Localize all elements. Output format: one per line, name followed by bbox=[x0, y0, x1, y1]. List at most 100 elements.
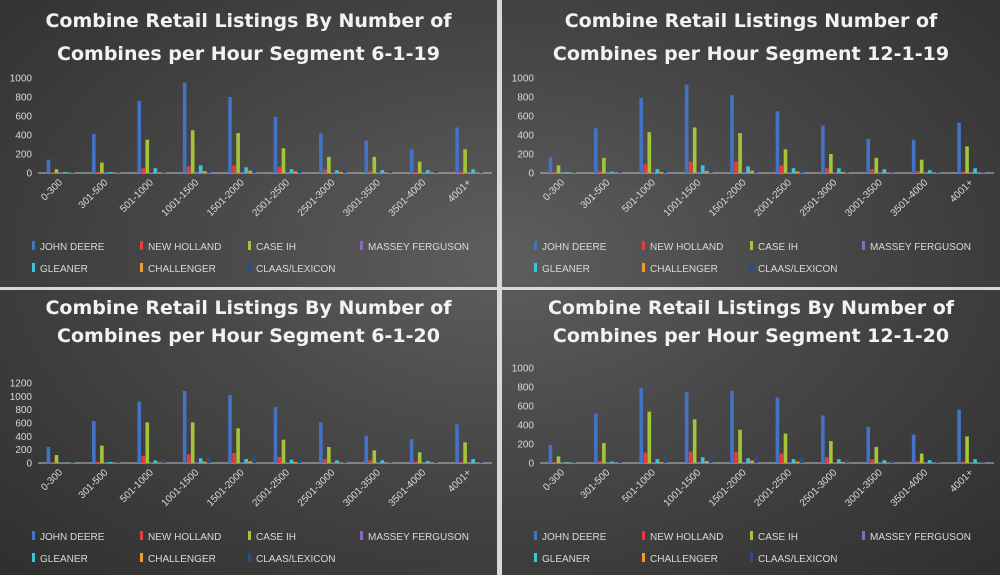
bar-claas-lexicon-3501-4000 bbox=[935, 171, 940, 173]
bar-claas-lexicon-501-1000 bbox=[663, 457, 668, 463]
y-tick-label: 800 bbox=[15, 93, 32, 104]
bar-john-deere-301-500 bbox=[92, 134, 96, 173]
bar-john-deere-1501-2000 bbox=[228, 395, 232, 463]
bar-case-ih-1001-1500 bbox=[190, 130, 195, 173]
bar-claas-lexicon-4001 bbox=[981, 461, 985, 463]
x-tick-label: 2001-2500 bbox=[250, 177, 292, 219]
bar-gleaner-1501-2000 bbox=[244, 459, 248, 463]
x-tick-label: 501-1000 bbox=[620, 467, 658, 505]
bar-new-holland-3001-3500 bbox=[368, 460, 373, 463]
y-tick-label: 600 bbox=[15, 419, 32, 430]
y-tick-label: 200 bbox=[15, 445, 32, 456]
legend-swatch-case-ih bbox=[750, 241, 753, 250]
bar-challenger-1501-2000 bbox=[248, 170, 252, 174]
legend-label-massey-ferguson: MASSEY FERGUSON bbox=[368, 532, 469, 543]
legend-swatch-massey-ferguson bbox=[862, 241, 865, 250]
bar-new-holland-501-1000 bbox=[141, 168, 146, 173]
bar-case-ih-301-500 bbox=[602, 157, 606, 173]
legend-swatch-john-deere bbox=[534, 531, 537, 540]
legend-swatch-challenger bbox=[140, 263, 143, 272]
bar-claas-lexicon-501-1000 bbox=[161, 169, 166, 173]
bar-new-holland-2501-3000 bbox=[323, 459, 327, 463]
bar-john-deere-4001 bbox=[455, 424, 459, 463]
bar-claas-lexicon-4001 bbox=[479, 171, 483, 173]
bar-gleaner-3501-4000 bbox=[425, 170, 430, 173]
bar-case-ih-2001-2500 bbox=[281, 439, 286, 463]
bar-claas-lexicon-3501-4000 bbox=[433, 171, 438, 173]
bar-massey-ferguson-1001-1500 bbox=[194, 462, 199, 463]
legend-swatch-massey-ferguson bbox=[360, 241, 363, 250]
chart-title-line-2: Combines per Hour Segment 6-1-19 bbox=[57, 43, 440, 65]
chart-title-line-2: Combines per Hour Segment 6-1-20 bbox=[57, 325, 440, 347]
bar-john-deere-0-300 bbox=[548, 444, 553, 463]
bar-john-deere-1501-2000 bbox=[228, 97, 232, 173]
bar-case-ih-0-300 bbox=[556, 456, 561, 463]
y-tick-label: 600 bbox=[517, 402, 534, 413]
bar-gleaner-4001 bbox=[471, 169, 475, 173]
bar-gleaner-3001-3500 bbox=[380, 460, 385, 463]
legend-swatch-new-holland bbox=[642, 241, 645, 250]
legend-swatch-new-holland bbox=[140, 241, 143, 250]
bar-new-holland-1001-1500 bbox=[186, 166, 191, 173]
bar-john-deere-2001-2500 bbox=[775, 397, 780, 463]
bar-case-ih-0-300 bbox=[54, 169, 59, 173]
legend-swatch-claas-lexicon bbox=[750, 553, 753, 562]
y-tick-label: 0 bbox=[528, 169, 534, 180]
bar-case-ih-2501-3000 bbox=[829, 441, 833, 463]
legend-swatch-massey-ferguson bbox=[862, 531, 865, 540]
legend-swatch-claas-lexicon bbox=[248, 263, 251, 272]
bar-claas-lexicon-3001-3500 bbox=[890, 171, 895, 173]
bar-claas-lexicon-3001-3500 bbox=[388, 171, 393, 173]
x-tick-label: 501-1000 bbox=[118, 177, 156, 215]
legend-label-massey-ferguson: MASSEY FERGUSON bbox=[870, 242, 971, 253]
y-tick-label: 200 bbox=[15, 150, 32, 161]
x-tick-label: 1001-1500 bbox=[662, 467, 704, 509]
bar-gleaner-2001-2500 bbox=[791, 459, 796, 463]
bar-new-holland-1001-1500 bbox=[688, 161, 693, 173]
x-tick-label: 301-500 bbox=[77, 177, 111, 211]
legend-swatch-claas-lexicon bbox=[750, 263, 753, 272]
bar-challenger-501-1000 bbox=[157, 462, 162, 463]
bar-challenger-2501-3000 bbox=[841, 172, 845, 173]
bar-claas-lexicon-2501-3000 bbox=[845, 459, 849, 463]
bar-new-holland-1501-2000 bbox=[734, 451, 738, 463]
bar-challenger-2501-3000 bbox=[841, 462, 845, 463]
bar-new-holland-4001 bbox=[961, 171, 965, 173]
legend-label-john-deere: JOHN DEERE bbox=[40, 532, 105, 543]
x-tick-label: 1501-2000 bbox=[707, 467, 749, 509]
bar-challenger-2001-2500 bbox=[795, 171, 800, 173]
bar-case-ih-4001 bbox=[463, 442, 467, 463]
y-tick-label: 1000 bbox=[512, 74, 535, 85]
legend-label-claas-lexicon: CLAAS/LEXICON bbox=[758, 554, 837, 565]
bar-claas-lexicon-2501-3000 bbox=[845, 170, 849, 173]
bar-john-deere-301-500 bbox=[594, 128, 598, 173]
x-tick-label: 301-500 bbox=[579, 467, 613, 501]
bar-challenger-2501-3000 bbox=[339, 462, 343, 463]
x-tick-label: 4001+ bbox=[948, 467, 976, 495]
bar-john-deere-2001-2500 bbox=[273, 116, 278, 173]
x-tick-label: 0-300 bbox=[541, 177, 567, 203]
y-tick-label: 1000 bbox=[10, 392, 33, 403]
legend-label-claas-lexicon: CLAAS/LEXICON bbox=[758, 264, 837, 275]
bar-claas-lexicon-4001 bbox=[479, 462, 483, 463]
bar-gleaner-301-500 bbox=[108, 462, 112, 463]
x-tick-label: 0-300 bbox=[39, 177, 65, 203]
chart-12-1-19: Combine Retail Listings Number of Combine… bbox=[512, 10, 994, 275]
bar-gleaner-3001-3500 bbox=[380, 170, 385, 173]
x-tick-label: 1501-2000 bbox=[205, 177, 247, 219]
bar-massey-ferguson-1001-1500 bbox=[696, 462, 701, 463]
bar-claas-lexicon-2501-3000 bbox=[343, 461, 347, 463]
bar-claas-lexicon-2001-2500 bbox=[297, 169, 302, 173]
y-tick-label: 600 bbox=[15, 112, 32, 123]
bar-new-holland-2501-3000 bbox=[825, 457, 829, 463]
bar-new-holland-4001 bbox=[459, 172, 463, 173]
bar-gleaner-3501-4000 bbox=[927, 460, 932, 463]
y-tick-label: 0 bbox=[26, 459, 32, 470]
bar-claas-lexicon-1501-2000 bbox=[754, 455, 758, 463]
bar-john-deere-2501-3000 bbox=[821, 415, 825, 463]
bar-challenger-1501-2000 bbox=[750, 170, 754, 174]
legend-label-case-ih: CASE IH bbox=[758, 242, 798, 253]
bar-new-holland-2501-3000 bbox=[323, 169, 327, 173]
y-tick-label: 1200 bbox=[10, 379, 33, 390]
